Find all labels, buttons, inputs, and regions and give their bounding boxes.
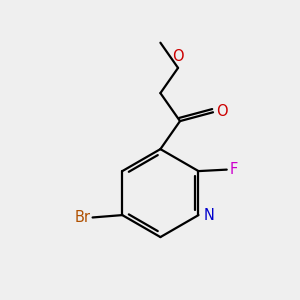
Text: O: O xyxy=(172,49,184,64)
Text: N: N xyxy=(203,208,214,223)
Text: Br: Br xyxy=(74,210,90,225)
Text: F: F xyxy=(230,162,238,177)
Text: O: O xyxy=(216,104,227,119)
